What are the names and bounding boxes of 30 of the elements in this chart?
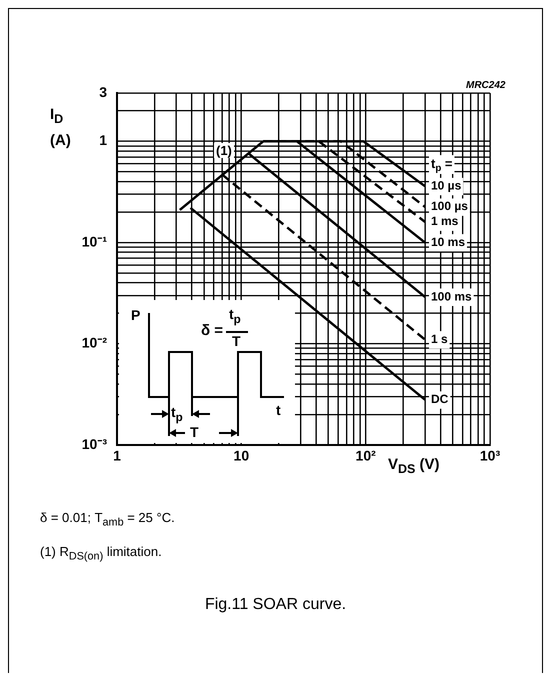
text: Fig.11 SOAR curve.: [204, 596, 348, 614]
text: δ = 0.01; T$_{amb}$ = 25 °C.: [40, 510, 175, 529]
x-tick-label: 10: [234, 447, 250, 464]
text: MRC242: [466, 80, 506, 91]
series-label: 100 ms: [430, 289, 472, 304]
series-label: 10 ms: [430, 234, 466, 249]
series-label: 1 s: [430, 332, 448, 346]
y-tick-label: 10⁻³: [82, 436, 108, 452]
annotation: T: [190, 424, 199, 440]
annotation: (1): [214, 143, 234, 158]
y-tick-label: 10⁻²: [82, 334, 108, 351]
annotation: δ =: [201, 322, 224, 339]
annotation: T: [232, 333, 241, 349]
series-label: 1 ms: [430, 214, 459, 228]
series-label: 10 µs: [430, 178, 462, 193]
y-tick-label: 1: [99, 132, 108, 148]
x-tick-label: 1: [113, 447, 122, 464]
x-tick-label: 10³: [480, 447, 500, 464]
y-axis-title: I$_{D}$ (A): [50, 105, 72, 151]
series-label: 100 µs: [430, 199, 468, 214]
annotation: P: [131, 307, 140, 323]
annotation: t$_{p}$: [171, 404, 183, 424]
text: (1) R$_{DS(on)}$ limitation.: [40, 544, 162, 563]
annotation: t$_{p}$: [229, 306, 241, 326]
y-tick-label: 3: [99, 84, 108, 100]
x-axis-title: V$_{DS}$ (V): [388, 456, 440, 476]
annotation: t: [276, 402, 281, 418]
y-tick-label: 10⁻¹: [82, 233, 108, 250]
x-tick-label: 10²: [356, 447, 376, 464]
series-label: DC: [430, 392, 449, 406]
